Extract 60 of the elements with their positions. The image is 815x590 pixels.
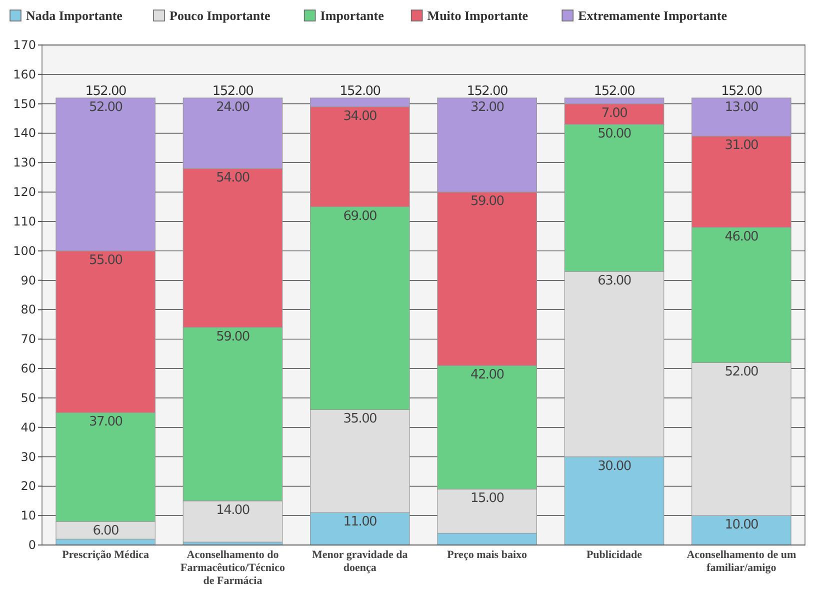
y-tick-label: 60: [20, 362, 36, 376]
y-tick-label: 30: [20, 450, 36, 464]
y-tick-label: 50: [20, 390, 36, 405]
data-label: 50.00: [598, 126, 632, 142]
total-label: 152.00: [212, 84, 254, 99]
data-label: 42.00: [470, 368, 504, 383]
y-tick-label: 110: [13, 214, 36, 228]
y-tick-label: 70: [20, 332, 36, 346]
data-label: 59.00: [216, 329, 250, 344]
legend-label: Importante: [320, 8, 384, 23]
y-tick-label: 160: [13, 67, 36, 82]
legend-label: Nada Importante: [26, 8, 123, 23]
y-tick-label: 10: [20, 508, 36, 523]
data-label: 34.00: [343, 108, 378, 124]
data-label: 46.00: [724, 229, 759, 244]
legend-label: Extremamente Importante: [578, 8, 728, 23]
data-label: 11.00: [343, 514, 378, 530]
total-label: 152.00: [466, 84, 508, 99]
data-label: 13.00: [724, 100, 759, 115]
legend-label: Pouco Importante: [170, 8, 270, 23]
x-tick-label: Prescrição Médica: [62, 549, 150, 561]
y-tick-label: 140: [13, 126, 36, 140]
data-label: 54.00: [216, 170, 250, 186]
y-tick-label: 0: [28, 538, 36, 552]
y-tick-label: 20: [20, 479, 36, 494]
data-label: 52.00: [724, 364, 759, 380]
y-tick-label: 130: [13, 156, 36, 170]
data-label: 52.00: [88, 100, 123, 115]
data-label: 31.00: [724, 138, 759, 154]
data-label: 59.00: [470, 194, 504, 210]
data-label: 30.00: [598, 458, 632, 474]
y-tick-label: 150: [13, 96, 36, 111]
y-tick-label: 120: [13, 185, 36, 200]
total-label: 152.00: [594, 84, 636, 99]
data-label: 37.00: [88, 414, 123, 430]
total-label: 152.00: [340, 84, 381, 99]
x-tick-label: Publicidade: [586, 549, 642, 561]
x-tick-label: Menor gravidade da doença: [312, 549, 408, 574]
data-label: 15.00: [470, 491, 504, 506]
x-tick-label: Preço mais baixo: [447, 549, 528, 561]
x-tick-label: Aconselhamento de um familiar/amigo: [686, 549, 796, 574]
data-label: 14.00: [216, 502, 250, 518]
data-label: 63.00: [598, 273, 632, 288]
data-label: 55.00: [88, 252, 123, 268]
y-tick-label: 170: [13, 38, 36, 52]
total-label: 152.00: [85, 84, 126, 99]
data-label: 69.00: [343, 208, 378, 224]
data-label: 7.00: [601, 106, 628, 121]
y-tick-label: 40: [20, 420, 36, 434]
y-tick-label: 100: [13, 244, 36, 258]
data-label: 10.00: [724, 518, 759, 533]
y-tick-label: 80: [20, 302, 36, 317]
data-label: 35.00: [343, 412, 378, 427]
legend-label: Muito Importante: [427, 8, 528, 23]
total-label: 152.00: [721, 84, 762, 99]
data-label: 6.00: [92, 523, 119, 538]
data-label: 24.00: [216, 100, 250, 115]
x-tick-label: Aconselhamento do Farmacêutico/Técnico de Farmácia: [180, 549, 286, 587]
data-label: 32.00: [470, 100, 504, 115]
y-tick-label: 90: [20, 273, 36, 288]
